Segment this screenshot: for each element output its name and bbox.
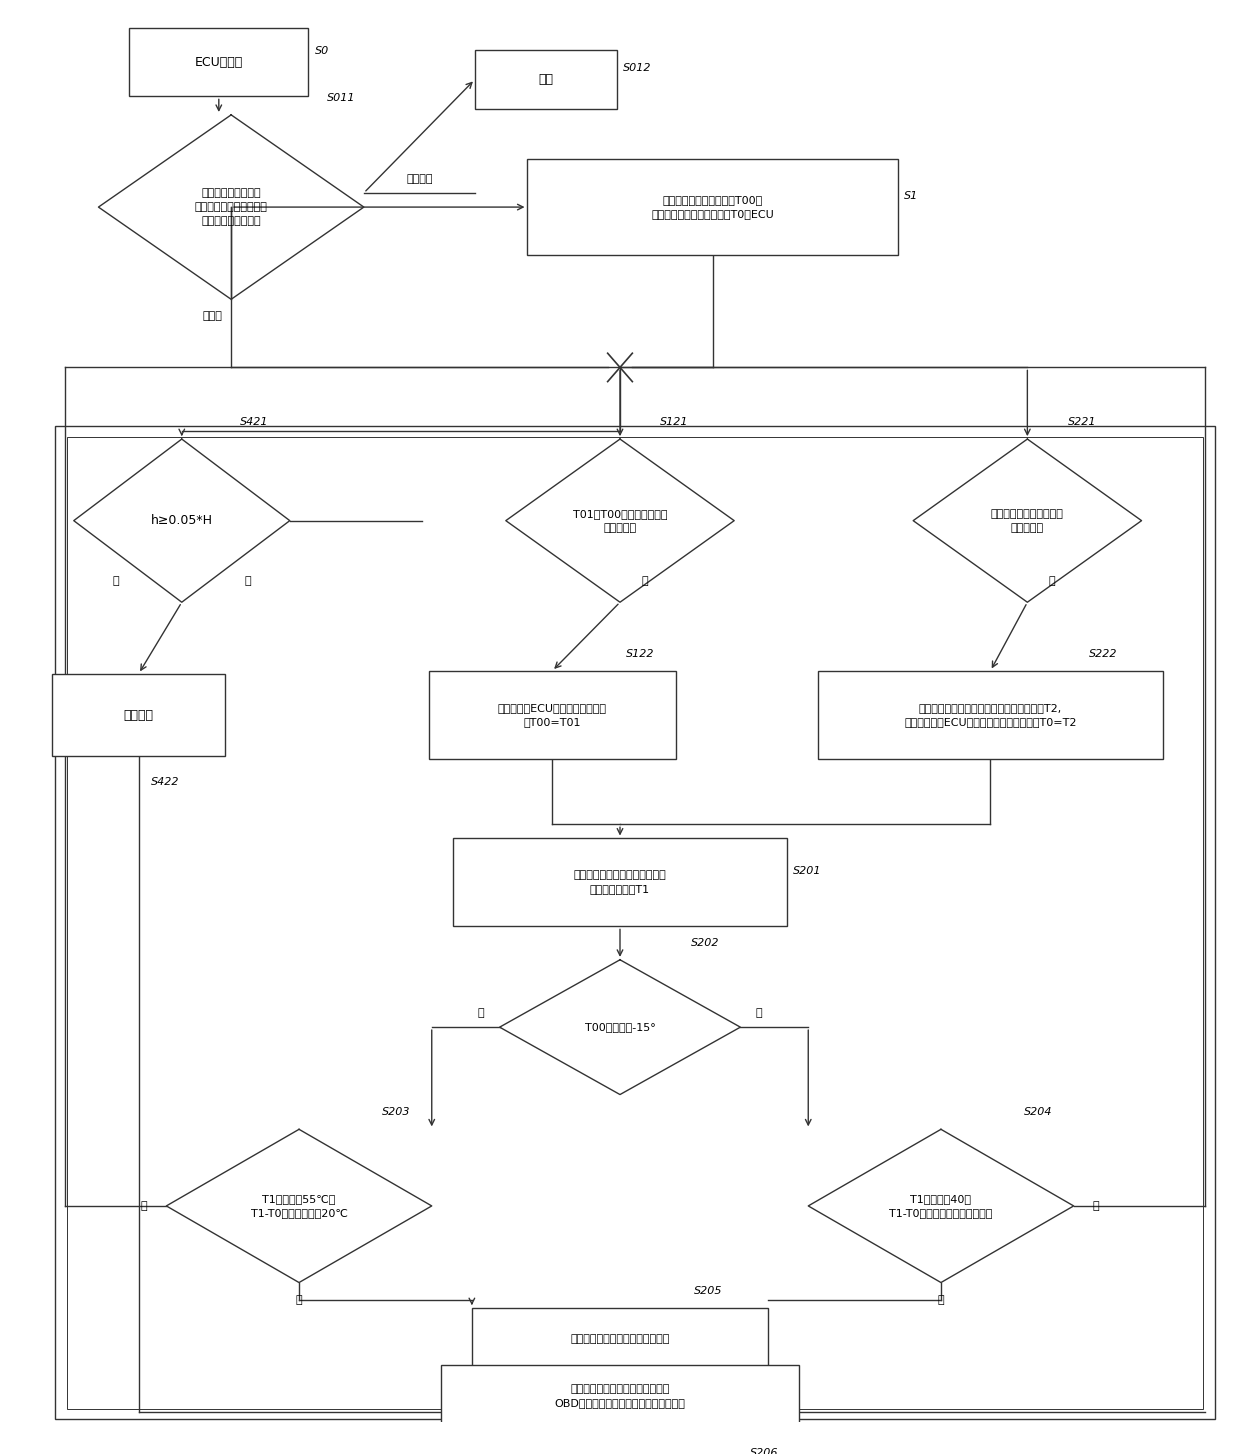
Bar [429, 672, 676, 759]
Text: 是: 是 [1049, 576, 1055, 586]
Bar [527, 158, 898, 256]
Bar [129, 28, 309, 96]
Text: 均有效: 均有效 [202, 311, 222, 321]
Text: 是: 是 [295, 1294, 303, 1304]
Text: S206: S206 [750, 1448, 779, 1454]
Text: T00是否大于-15°: T00是否大于-15° [584, 1022, 656, 1032]
Bar [454, 839, 786, 926]
Text: 输出冷却液电磁阀故障的控制指令: 输出冷却液电磁阀故障的控制指令 [570, 1335, 670, 1345]
Text: 预存初始状态下环境温度T00、
尿素箱内部的尿素溶液温度T0至ECU: 预存初始状态下环境温度T00、 尿素箱内部的尿素溶液温度T0至ECU [651, 195, 774, 220]
Bar [67, 438, 1203, 1409]
Bar [817, 672, 1163, 759]
Text: 是: 是 [244, 576, 252, 586]
Text: 是: 是 [937, 1294, 945, 1304]
Text: 是: 是 [477, 1008, 485, 1018]
Text: S205: S205 [694, 1285, 723, 1296]
Text: T1是否大于55℃或
T1-T0是否大于等于20℃: T1是否大于55℃或 T1-T0是否大于等于20℃ [250, 1194, 347, 1218]
Text: ECU初始化: ECU初始化 [195, 55, 243, 68]
Text: 更新存储于ECU内部的环境温度，
使T00=T01: 更新存储于ECU内部的环境温度， 使T00=T01 [497, 704, 606, 727]
Text: 输出显示指令，显示指令控制车辆
OBD系统中设置的显示部件发出显示信号: 输出显示指令，显示指令控制车辆 OBD系统中设置的显示部件发出显示信号 [554, 1384, 686, 1407]
Text: 是: 是 [641, 576, 649, 586]
Text: 否: 否 [141, 1201, 148, 1211]
Bar [441, 1365, 799, 1428]
Text: S122: S122 [626, 648, 655, 659]
Text: S012: S012 [622, 63, 651, 73]
Text: 否: 否 [755, 1008, 763, 1018]
Text: T1是否大于40或
T1-T0是否大于等于第五预设值: T1是否大于40或 T1-T0是否大于等于第五预设值 [889, 1194, 993, 1218]
Text: 否: 否 [1092, 1201, 1099, 1211]
Text: 尿素箱温度传感器、
环境温度传感器、尿素箱
液位传感器是否有效: 尿素箱温度传感器、 环境温度传感器、尿素箱 液位传感器是否有效 [195, 188, 268, 225]
Text: S121: S121 [660, 417, 688, 427]
Text: 否: 否 [112, 576, 119, 586]
Text: S203: S203 [382, 1108, 410, 1117]
Bar [52, 673, 224, 756]
Text: 结束: 结束 [538, 73, 553, 86]
Text: 判断是否有新的尿素溶液
注入尿素箱: 判断是否有新的尿素溶液 注入尿素箱 [991, 509, 1064, 532]
Bar [472, 1309, 768, 1371]
Text: S204: S204 [1024, 1108, 1053, 1117]
Text: T01与T00的差值是否大于
第三预设值: T01与T00的差值是否大于 第三预设值 [573, 509, 667, 532]
Text: S1: S1 [904, 190, 918, 201]
Text: 检测注入尿素溶液后尿素箱内尿素溶液温度T2,
并更新存储于ECU内部的尿素溶液温度，使T0=T2: 检测注入尿素溶液后尿素箱内尿素溶液温度T2, 并更新存储于ECU内部的尿素溶液温… [904, 704, 1076, 727]
Text: h≥0.05*H: h≥0.05*H [151, 515, 213, 528]
Text: 一者无效: 一者无效 [407, 173, 433, 183]
Text: 检测当前时刻所述尿素箱内部的
尿素溶液的温度T1: 检测当前时刻所述尿素箱内部的 尿素溶液的温度T1 [574, 871, 666, 894]
Text: S201: S201 [792, 867, 821, 877]
Text: S421: S421 [241, 417, 269, 427]
Text: 结束程序: 结束程序 [124, 708, 154, 721]
Text: S222: S222 [1089, 648, 1117, 659]
Text: S221: S221 [1068, 417, 1096, 427]
Text: S011: S011 [327, 93, 356, 103]
Bar [475, 49, 618, 109]
Text: S422: S422 [151, 776, 180, 787]
Text: S202: S202 [691, 938, 719, 948]
Text: S0: S0 [315, 47, 329, 57]
Bar [55, 426, 1215, 1419]
